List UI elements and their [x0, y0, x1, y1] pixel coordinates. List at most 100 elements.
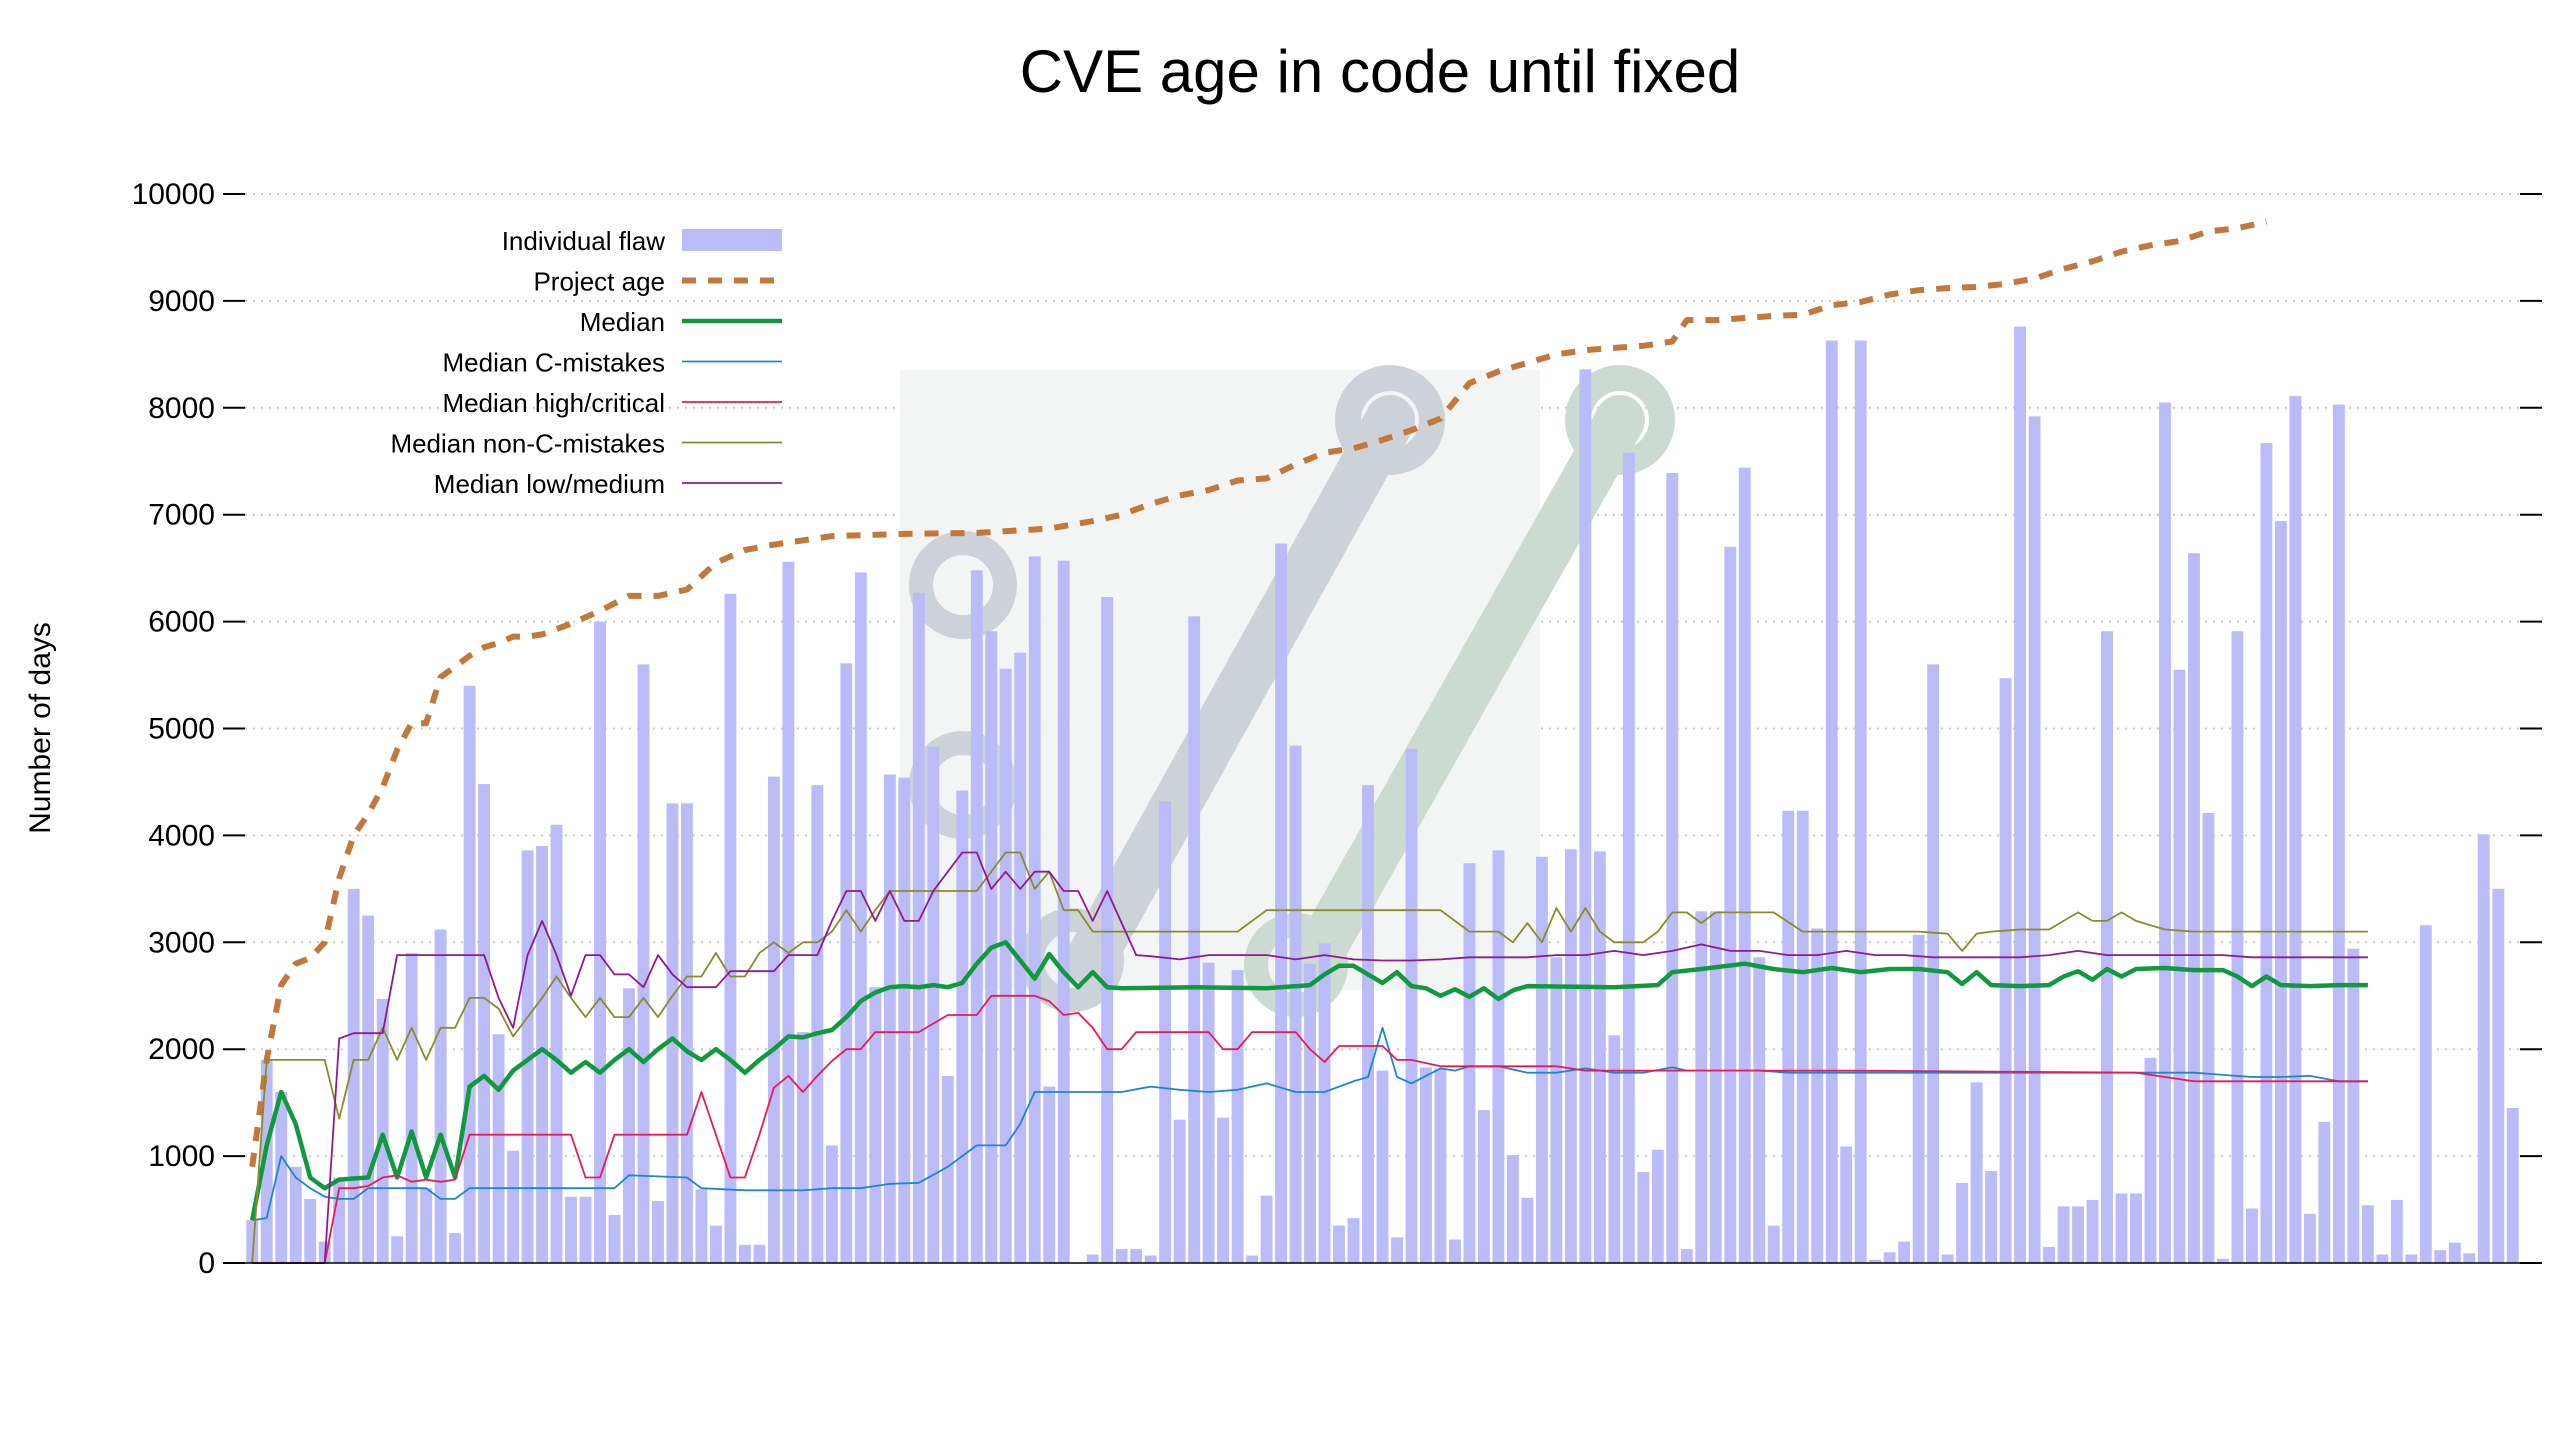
- bar-137: [2231, 631, 2244, 1263]
- legend-label-0: Individual flaw: [502, 226, 666, 256]
- bar-119: [1970, 1082, 1983, 1263]
- bar-89: [1535, 856, 1548, 1263]
- bar-134: [2188, 553, 2200, 1263]
- bar-47: [927, 746, 940, 1263]
- bar-156: [2506, 1107, 2519, 1263]
- bar-55: [1043, 1086, 1056, 1263]
- bar-123: [2028, 416, 2041, 1263]
- y-tick-label-6: 6000: [148, 606, 215, 639]
- y-axis-label: Number of days: [24, 622, 57, 834]
- bar-45: [898, 777, 911, 1263]
- bar-17: [492, 1034, 505, 1263]
- bar-93: [1593, 851, 1606, 1263]
- bar-144: [2332, 404, 2345, 1263]
- bar-154: [2477, 834, 2490, 1263]
- bar-0: [246, 1220, 259, 1263]
- bar-50: [970, 570, 983, 1263]
- bar-155: [2492, 888, 2505, 1263]
- bar-129: [2115, 1193, 2128, 1263]
- bar-31: [695, 1189, 708, 1263]
- bar-78: [1376, 1070, 1389, 1263]
- bar-33: [724, 593, 737, 1263]
- bar-99: [1680, 1249, 1693, 1263]
- bar-49: [956, 790, 969, 1263]
- bar-61: [1130, 1249, 1143, 1263]
- bar-1: [260, 1059, 273, 1263]
- bar-112: [1869, 1259, 1882, 1263]
- bar-15: [463, 685, 476, 1263]
- bar-64: [1173, 1119, 1186, 1263]
- bar-6: [333, 1177, 346, 1263]
- bar-39: [811, 785, 824, 1263]
- chart-title: CVE age in code until fixed: [1020, 38, 1740, 105]
- bar-90: [1550, 957, 1563, 1263]
- bar-36: [767, 776, 780, 1263]
- bar-151: [2434, 1250, 2447, 1263]
- y-tick-label-5: 5000: [148, 713, 215, 746]
- bar-7: [347, 888, 360, 1263]
- series-line-median-c-mistakes: [252, 1026, 2368, 1222]
- bar-85: [1477, 1110, 1490, 1263]
- bar-105: [1767, 1225, 1780, 1263]
- bar-23: [579, 1196, 592, 1263]
- bar-103: [1738, 467, 1751, 1263]
- bar-21: [550, 824, 563, 1263]
- bar-106: [1782, 810, 1795, 1263]
- bar-54: [1028, 556, 1041, 1263]
- bar-70: [1260, 1195, 1273, 1263]
- bar-76: [1347, 1218, 1360, 1263]
- bar-87: [1506, 1155, 1519, 1263]
- bar-14: [449, 1233, 462, 1263]
- bar-96: [1637, 1172, 1650, 1263]
- bar-19: [521, 850, 534, 1263]
- bar-82: [1434, 1068, 1447, 1263]
- bar-107: [1796, 810, 1809, 1263]
- bar-101: [1709, 911, 1722, 1263]
- bar-114: [1898, 1241, 1911, 1263]
- bar-122: [2014, 326, 2027, 1263]
- bar-13: [434, 929, 447, 1263]
- bar-12: [420, 1188, 433, 1263]
- bar-130: [2130, 1193, 2142, 1263]
- bar-16: [478, 784, 491, 1263]
- bar-145: [2347, 948, 2360, 1263]
- bar-109: [1825, 340, 1838, 1263]
- y-tick-label-2: 2000: [148, 1033, 215, 1066]
- legend-label-3: Median C-mistakes: [442, 348, 665, 378]
- bar-46: [912, 592, 925, 1263]
- series-line-median: [249, 940, 2368, 1221]
- bar-3: [289, 1166, 302, 1263]
- bar-20: [536, 846, 548, 1263]
- bar-69: [1246, 1255, 1259, 1263]
- bar-88: [1521, 1197, 1534, 1263]
- bar-97: [1651, 1149, 1664, 1263]
- bar-153: [2463, 1253, 2476, 1263]
- bar-73: [1304, 963, 1316, 1263]
- bar-139: [2260, 443, 2273, 1263]
- bar-29: [666, 803, 679, 1263]
- bar-42: [854, 572, 867, 1263]
- bar-115: [1912, 934, 1925, 1263]
- bar-22: [565, 1196, 577, 1263]
- bar-84: [1463, 863, 1476, 1263]
- legend-label-4: Median high/critical: [442, 388, 665, 418]
- bar-98: [1666, 473, 1679, 1263]
- bar-95: [1622, 452, 1635, 1263]
- bar-24: [594, 621, 606, 1263]
- bar-83: [1449, 1239, 1461, 1263]
- bar-86: [1492, 850, 1505, 1263]
- bar-117: [1941, 1254, 1954, 1263]
- bar-113: [1883, 1252, 1896, 1263]
- bar-52: [999, 668, 1012, 1263]
- bar-35: [753, 1244, 766, 1263]
- bar-135: [2202, 812, 2215, 1263]
- axes: 0 1000 2000 3000 4000 5000 6000 7000 8000 9000 100…: [132, 178, 2542, 1280]
- bar-8: [362, 915, 375, 1263]
- bar-67: [1217, 1117, 1230, 1263]
- series-line-median-non-c-mistakes: [251, 851, 2368, 1264]
- bar-10: [391, 1236, 404, 1263]
- bar-28: [652, 1200, 664, 1263]
- bar-141: [2289, 396, 2302, 1263]
